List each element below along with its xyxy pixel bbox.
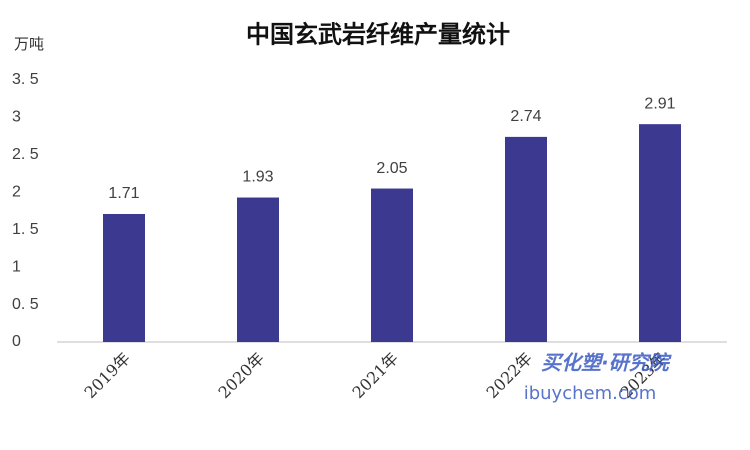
x-tick-label: 2020年: [214, 349, 268, 403]
value-label: 1.93: [242, 169, 273, 186]
value-label: 2.91: [644, 95, 675, 112]
y-tick-label: 2. 5: [12, 146, 39, 163]
bar: [371, 188, 413, 342]
y-tick-label: 1: [12, 258, 21, 275]
y-axis-label: 万吨: [14, 35, 44, 53]
watermark: ibuychem.com: [524, 383, 657, 404]
bar: [103, 213, 145, 342]
y-tick-label: 0: [12, 333, 21, 350]
x-tick-label: 2019年: [80, 349, 134, 403]
bar: [639, 124, 681, 342]
y-tick-label: 3. 5: [12, 71, 39, 88]
y-tick-label: 1. 5: [12, 221, 39, 238]
x-tick-label: 2021年: [348, 349, 402, 403]
watermark: 买化塑·研究院: [541, 351, 673, 375]
y-tick-label: 3: [12, 109, 21, 126]
chart-title: 中国玄武岩纤维产量统计: [246, 20, 510, 49]
y-tick-label: 2: [12, 184, 21, 201]
value-label: 2.05: [376, 160, 407, 177]
bar: [237, 197, 279, 342]
y-tick-label: 0. 5: [12, 296, 39, 313]
bar: [505, 136, 547, 342]
value-label: 2.74: [510, 108, 541, 125]
value-label: 1.71: [108, 185, 139, 202]
